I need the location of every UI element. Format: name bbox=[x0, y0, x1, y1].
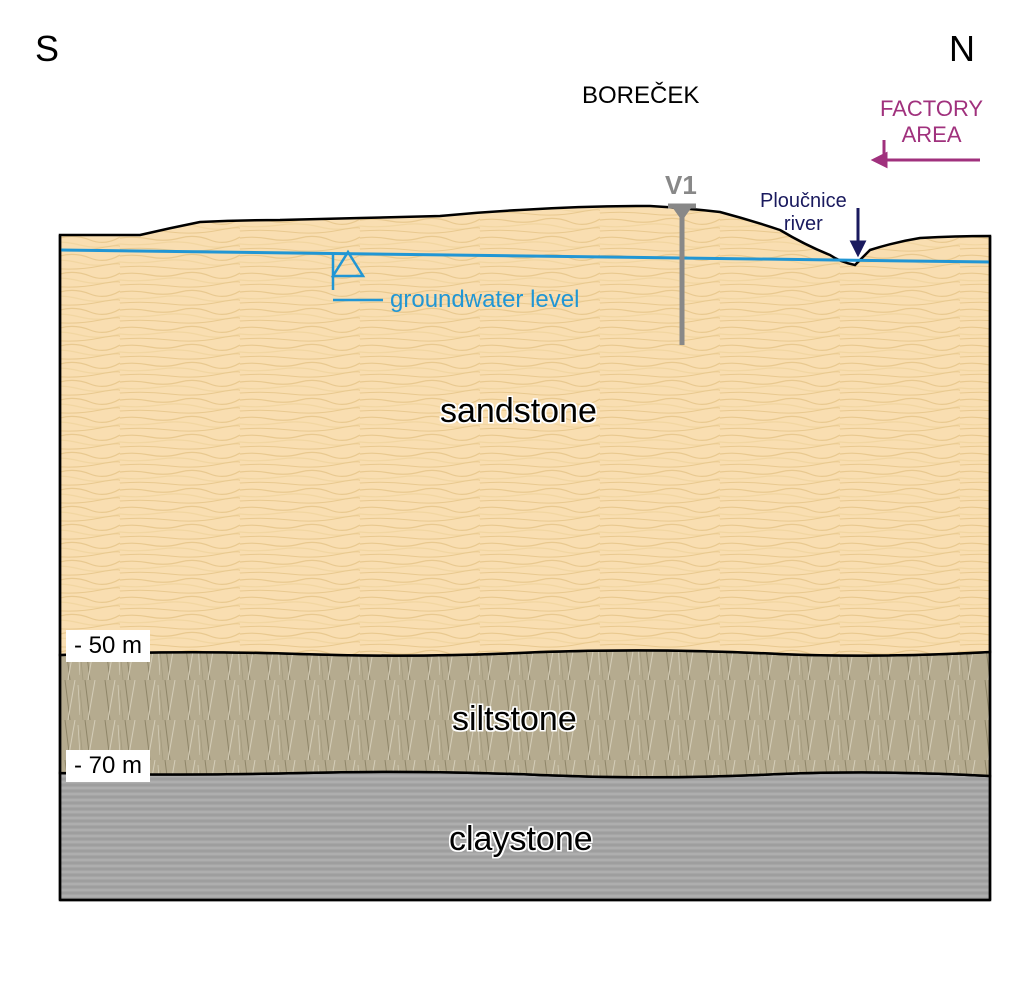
compass-north: N bbox=[949, 28, 975, 70]
claystone-label: claystone bbox=[449, 820, 593, 859]
borehole-label: V1 bbox=[665, 170, 697, 201]
siltstone-label: siltstone bbox=[452, 700, 577, 739]
geological-cross-section: S N BOREČEK FACTORY AREA V1 Ploučnice ri… bbox=[0, 0, 1018, 994]
river-label: Ploučnice river bbox=[760, 190, 847, 236]
depth-50m: - 50 m bbox=[66, 630, 150, 662]
depth-70m: - 70 m bbox=[66, 750, 150, 782]
river-arrow bbox=[852, 208, 864, 254]
sandstone-label: sandstone bbox=[440, 392, 597, 431]
location-label: BOREČEK bbox=[582, 82, 699, 110]
factory-area-label: FACTORY AREA bbox=[880, 96, 983, 149]
compass-south: S bbox=[35, 28, 59, 70]
groundwater-label: groundwater level bbox=[390, 286, 579, 314]
